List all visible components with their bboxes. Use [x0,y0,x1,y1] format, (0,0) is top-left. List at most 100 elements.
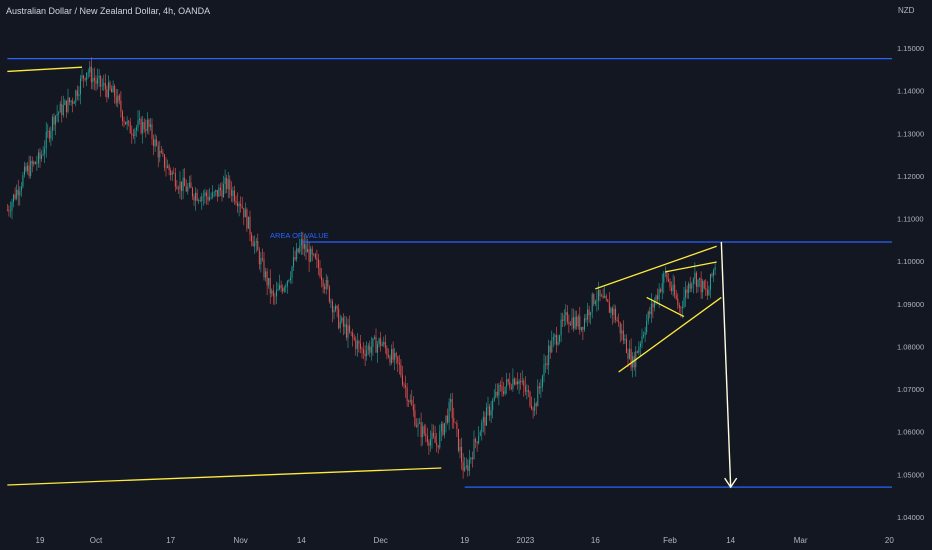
candle-body [198,200,200,201]
candle-body [120,100,122,112]
candle-body [148,119,150,128]
candle-body [187,186,189,192]
candle-body [216,190,218,197]
candle-body [571,317,573,326]
candle-body [349,325,351,332]
candle-body [205,192,207,197]
drawings-layer [7,58,892,489]
candle-body [629,348,631,359]
candle-body [706,289,708,296]
y-tick-label: 1.11000 [897,215,924,224]
candle-body [51,116,53,131]
candle-body [513,378,515,385]
candle-body [625,338,627,354]
candle-body [191,187,193,197]
candle-body [347,325,349,338]
candle-body [14,194,16,199]
candle-body [705,288,707,290]
candle-body [100,75,102,87]
candle-body [680,307,682,309]
trend-line [7,467,442,486]
candle-body [23,166,25,176]
candle-body [243,207,245,218]
trend-line [618,296,722,373]
candle-body [36,163,38,164]
candle-body [31,160,33,165]
candle-body [316,258,318,260]
candle-body [252,241,254,247]
candle-body [89,66,91,73]
candle-body [115,96,117,104]
candle-body [708,289,710,296]
trend-line [646,296,685,318]
candle-body [611,308,613,315]
candle-body [202,195,204,197]
candle-body [162,152,164,155]
candle-body [107,82,109,98]
candle-body [703,280,705,289]
candle-body [447,415,449,423]
candle-body [481,422,483,433]
candle-body [307,249,309,253]
trend-line [7,66,83,73]
candle-body [212,192,214,197]
candle-body [565,312,567,316]
candle-body [112,85,114,93]
candle-body [577,316,579,327]
candle-body [274,296,276,297]
candle-body [101,85,103,87]
candle-body [42,153,44,155]
candle-body [423,426,425,434]
candle-body [375,336,377,353]
candle-body [389,356,391,364]
candle-body [61,103,63,116]
candle-body [524,386,526,392]
candle-body [218,187,220,197]
candle-body [109,82,111,89]
candle-body [350,331,352,333]
candle-body [506,379,508,387]
candle-body [639,343,641,347]
candle-body [353,337,355,340]
candle-body [246,209,248,229]
candle-body [672,284,674,291]
candle-body [37,152,39,164]
candle-body [59,103,61,113]
candle-body [226,177,228,190]
candle-body [8,210,10,212]
candle-body [681,307,683,308]
candle-body [330,301,332,302]
candle-body [527,390,529,392]
candle-body [369,345,371,353]
candle-body [299,245,301,252]
candle-body [686,289,688,293]
candle-body [137,120,139,128]
x-tick-label: Feb [663,536,677,545]
candle-body [313,254,315,255]
candle-body [185,186,187,192]
candle-body [67,97,69,112]
candle-body [395,353,397,357]
candle-body [644,332,646,336]
trend-line [595,245,717,290]
candle-body [168,165,170,171]
candle-body [157,145,159,158]
candle-body [50,130,52,139]
y-tick-label: 1.07000 [897,385,924,394]
candle-body [412,405,414,411]
candle-body [196,192,198,201]
candle-body [451,399,453,418]
candle-body [380,338,382,346]
candle-body [201,196,203,201]
candle-body [83,75,85,79]
candle-body [269,278,271,294]
candle-body [417,423,419,427]
candle-body [288,279,290,281]
candle-body [289,277,291,280]
forecast-arrow [720,241,732,488]
candle-body [499,384,501,387]
candle-body [145,129,147,131]
candle-body [129,122,131,134]
candle-body [520,381,522,383]
